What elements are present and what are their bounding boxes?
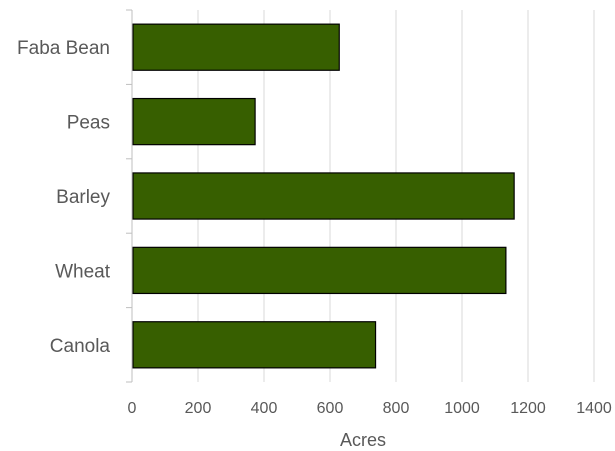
x-tick-label: 1000 — [444, 400, 480, 417]
bar-barley — [132, 172, 515, 220]
y-axis — [126, 9, 133, 383]
x-tick-label: 1400 — [576, 400, 612, 417]
x-tick-label: 1200 — [510, 400, 546, 417]
x-tick-label: 800 — [383, 400, 410, 417]
x-tick-label: 200 — [185, 400, 212, 417]
bar-canola — [132, 321, 377, 369]
category-label: Peas — [67, 113, 110, 134]
bar-faba-bean — [132, 23, 340, 71]
x-tick-label: 0 — [128, 400, 137, 417]
category-label: Faba Bean — [17, 38, 110, 59]
x-axis-title: Acres — [340, 430, 386, 450]
category-label: Wheat — [55, 261, 111, 282]
bar-peas — [132, 97, 256, 146]
x-tick-label: 400 — [251, 400, 278, 417]
x-tick-labels: 0 200 400 600 800 1000 1200 1400 — [128, 400, 612, 417]
bars — [132, 23, 515, 369]
category-labels: Faba Bean Peas Barley Wheat Canola — [17, 38, 111, 357]
category-label: Barley — [56, 187, 110, 208]
x-tick-label: 600 — [317, 400, 344, 417]
category-label: Canola — [50, 336, 111, 357]
bar-wheat — [132, 246, 507, 295]
